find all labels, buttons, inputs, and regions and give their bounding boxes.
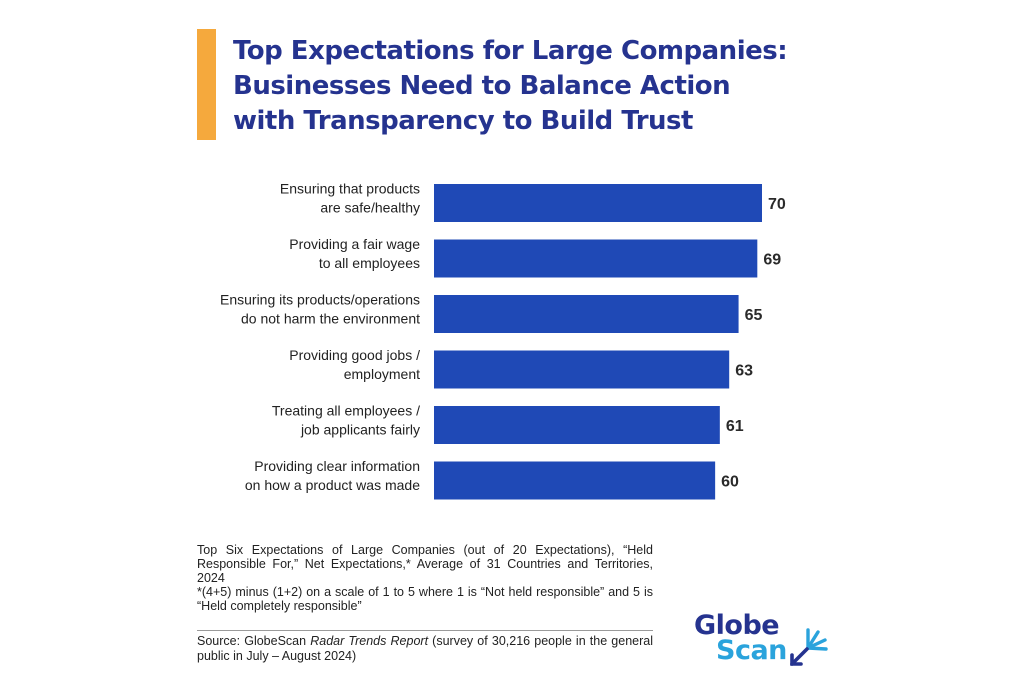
bar-5 [434,406,720,444]
category-label-line: Providing clear information [254,458,420,474]
category-label-line: on how a product was made [245,477,420,493]
source-note: Source: GlobeScan Radar Trends Report (s… [197,634,653,664]
category-label-line: Providing a fair wage [289,236,420,252]
title-line-3: with Transparency to Build Trust [233,106,693,136]
bar-2 [434,239,758,278]
category-label-1: Ensuring that products are safe/healthy [280,181,420,216]
bar-3 [434,295,739,333]
source-report-name: Radar Trends Report [310,634,429,648]
title-line-1: Top Expectations for Large Companies: [233,36,788,66]
globescan-logo: Globe Scan [694,612,844,668]
category-label-5: Treating all employees / job applicants f… [272,403,420,438]
category-label-line: Ensuring that products [280,181,420,197]
category-label-line: do not harm the environment [241,311,420,327]
category-label-line: Ensuring its products/operations [220,292,420,308]
value-label-3: 65 [745,307,763,324]
note-description: Top Six Expectations of Large Companies … [197,543,653,585]
source-suffix: (survey of 30,216 people in the general … [197,634,653,663]
category-label-line: Providing good jobs / [289,347,420,363]
title-line-2: Businesses Need to Balance Action [233,71,731,101]
category-label-line: employment [344,366,420,382]
category-label-4: Providing good jobs / employment [289,347,420,382]
note-footnote: *(4+5) minus (1+2) on a scale of 1 to 5 … [197,585,653,613]
logo-word-scan: Scan [716,635,787,666]
value-label-4: 63 [735,363,753,380]
accent-bar [197,29,216,140]
category-label-6: Providing clear information on how a prod… [245,458,420,493]
bar-6 [434,461,716,500]
category-label-2: Providing a fair wage to all employees [289,236,420,271]
category-label-line: job applicants fairly [300,422,420,438]
starburst-arrow-icon [790,628,828,666]
category-label-line: Treating all employees / [272,403,420,419]
chart-notes: Top Six Expectations of Large Companies … [197,543,653,613]
category-label-line: to all employees [319,255,420,271]
value-label-2: 69 [763,252,781,269]
value-label-1: 70 [768,196,786,213]
category-label-line: are safe/healthy [320,200,420,216]
bar-1 [434,184,762,222]
value-label-5: 61 [726,418,744,435]
chart-title: Top Expectations for Large Companies: Bu… [233,34,833,139]
logo-word-globe: Globe [694,610,780,641]
source-prefix: Source: GlobeScan [197,634,311,648]
category-label-3: Ensuring its products/operations do not h… [220,292,420,327]
source-divider [197,630,653,631]
value-label-6: 60 [721,474,739,491]
bar-4 [434,350,730,389]
